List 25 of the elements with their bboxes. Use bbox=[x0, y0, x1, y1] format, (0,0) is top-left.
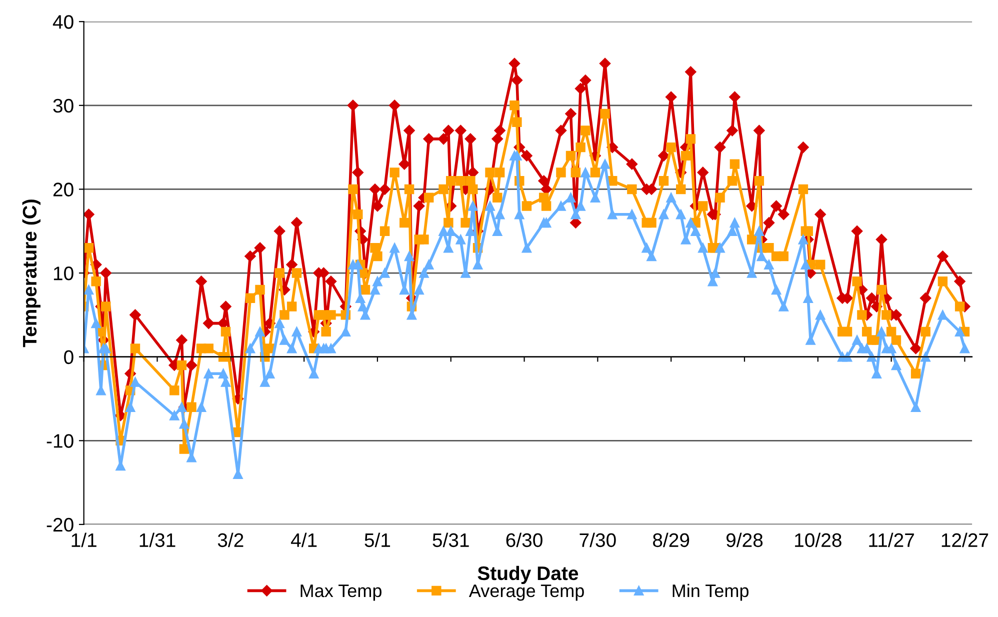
y-axis-title: Temperature (C) bbox=[22, 200, 40, 348]
x-tick-label: 7/30 bbox=[580, 532, 616, 548]
x-tick-label: 6/30 bbox=[506, 532, 542, 548]
x-tick-label: 3/2 bbox=[218, 532, 244, 548]
y-tick-label: 30 bbox=[53, 98, 74, 113]
x-tick-label: 10/28 bbox=[795, 532, 842, 548]
x-tick-label: 1/31 bbox=[140, 532, 176, 548]
y-tick-label: 0 bbox=[64, 350, 74, 364]
x-axis-title: Study Date bbox=[478, 566, 578, 584]
legend-label: Max Temp bbox=[300, 584, 382, 601]
x-tick-label: 12/27 bbox=[942, 532, 988, 548]
x-tick-label: 11/27 bbox=[869, 532, 914, 548]
y-tick-label: -10 bbox=[46, 434, 74, 448]
legend-label: Average Temp bbox=[468, 584, 584, 601]
y-tick-label: 40 bbox=[52, 15, 74, 29]
y-tick-label: -20 bbox=[46, 518, 74, 532]
y-tick-label: 10 bbox=[54, 266, 74, 280]
x-tick-label: 5/1 bbox=[364, 532, 390, 548]
x-tick-label: 1/1 bbox=[72, 532, 96, 548]
x-tick-label: 8/29 bbox=[653, 532, 690, 548]
legend-label: Min Temp bbox=[672, 584, 749, 601]
x-tick-label: 4/1 bbox=[290, 532, 317, 548]
x-tick-label: 5/31 bbox=[432, 532, 469, 548]
y-tick-label: 20 bbox=[53, 182, 74, 196]
x-tick-label: 9/28 bbox=[726, 532, 763, 548]
